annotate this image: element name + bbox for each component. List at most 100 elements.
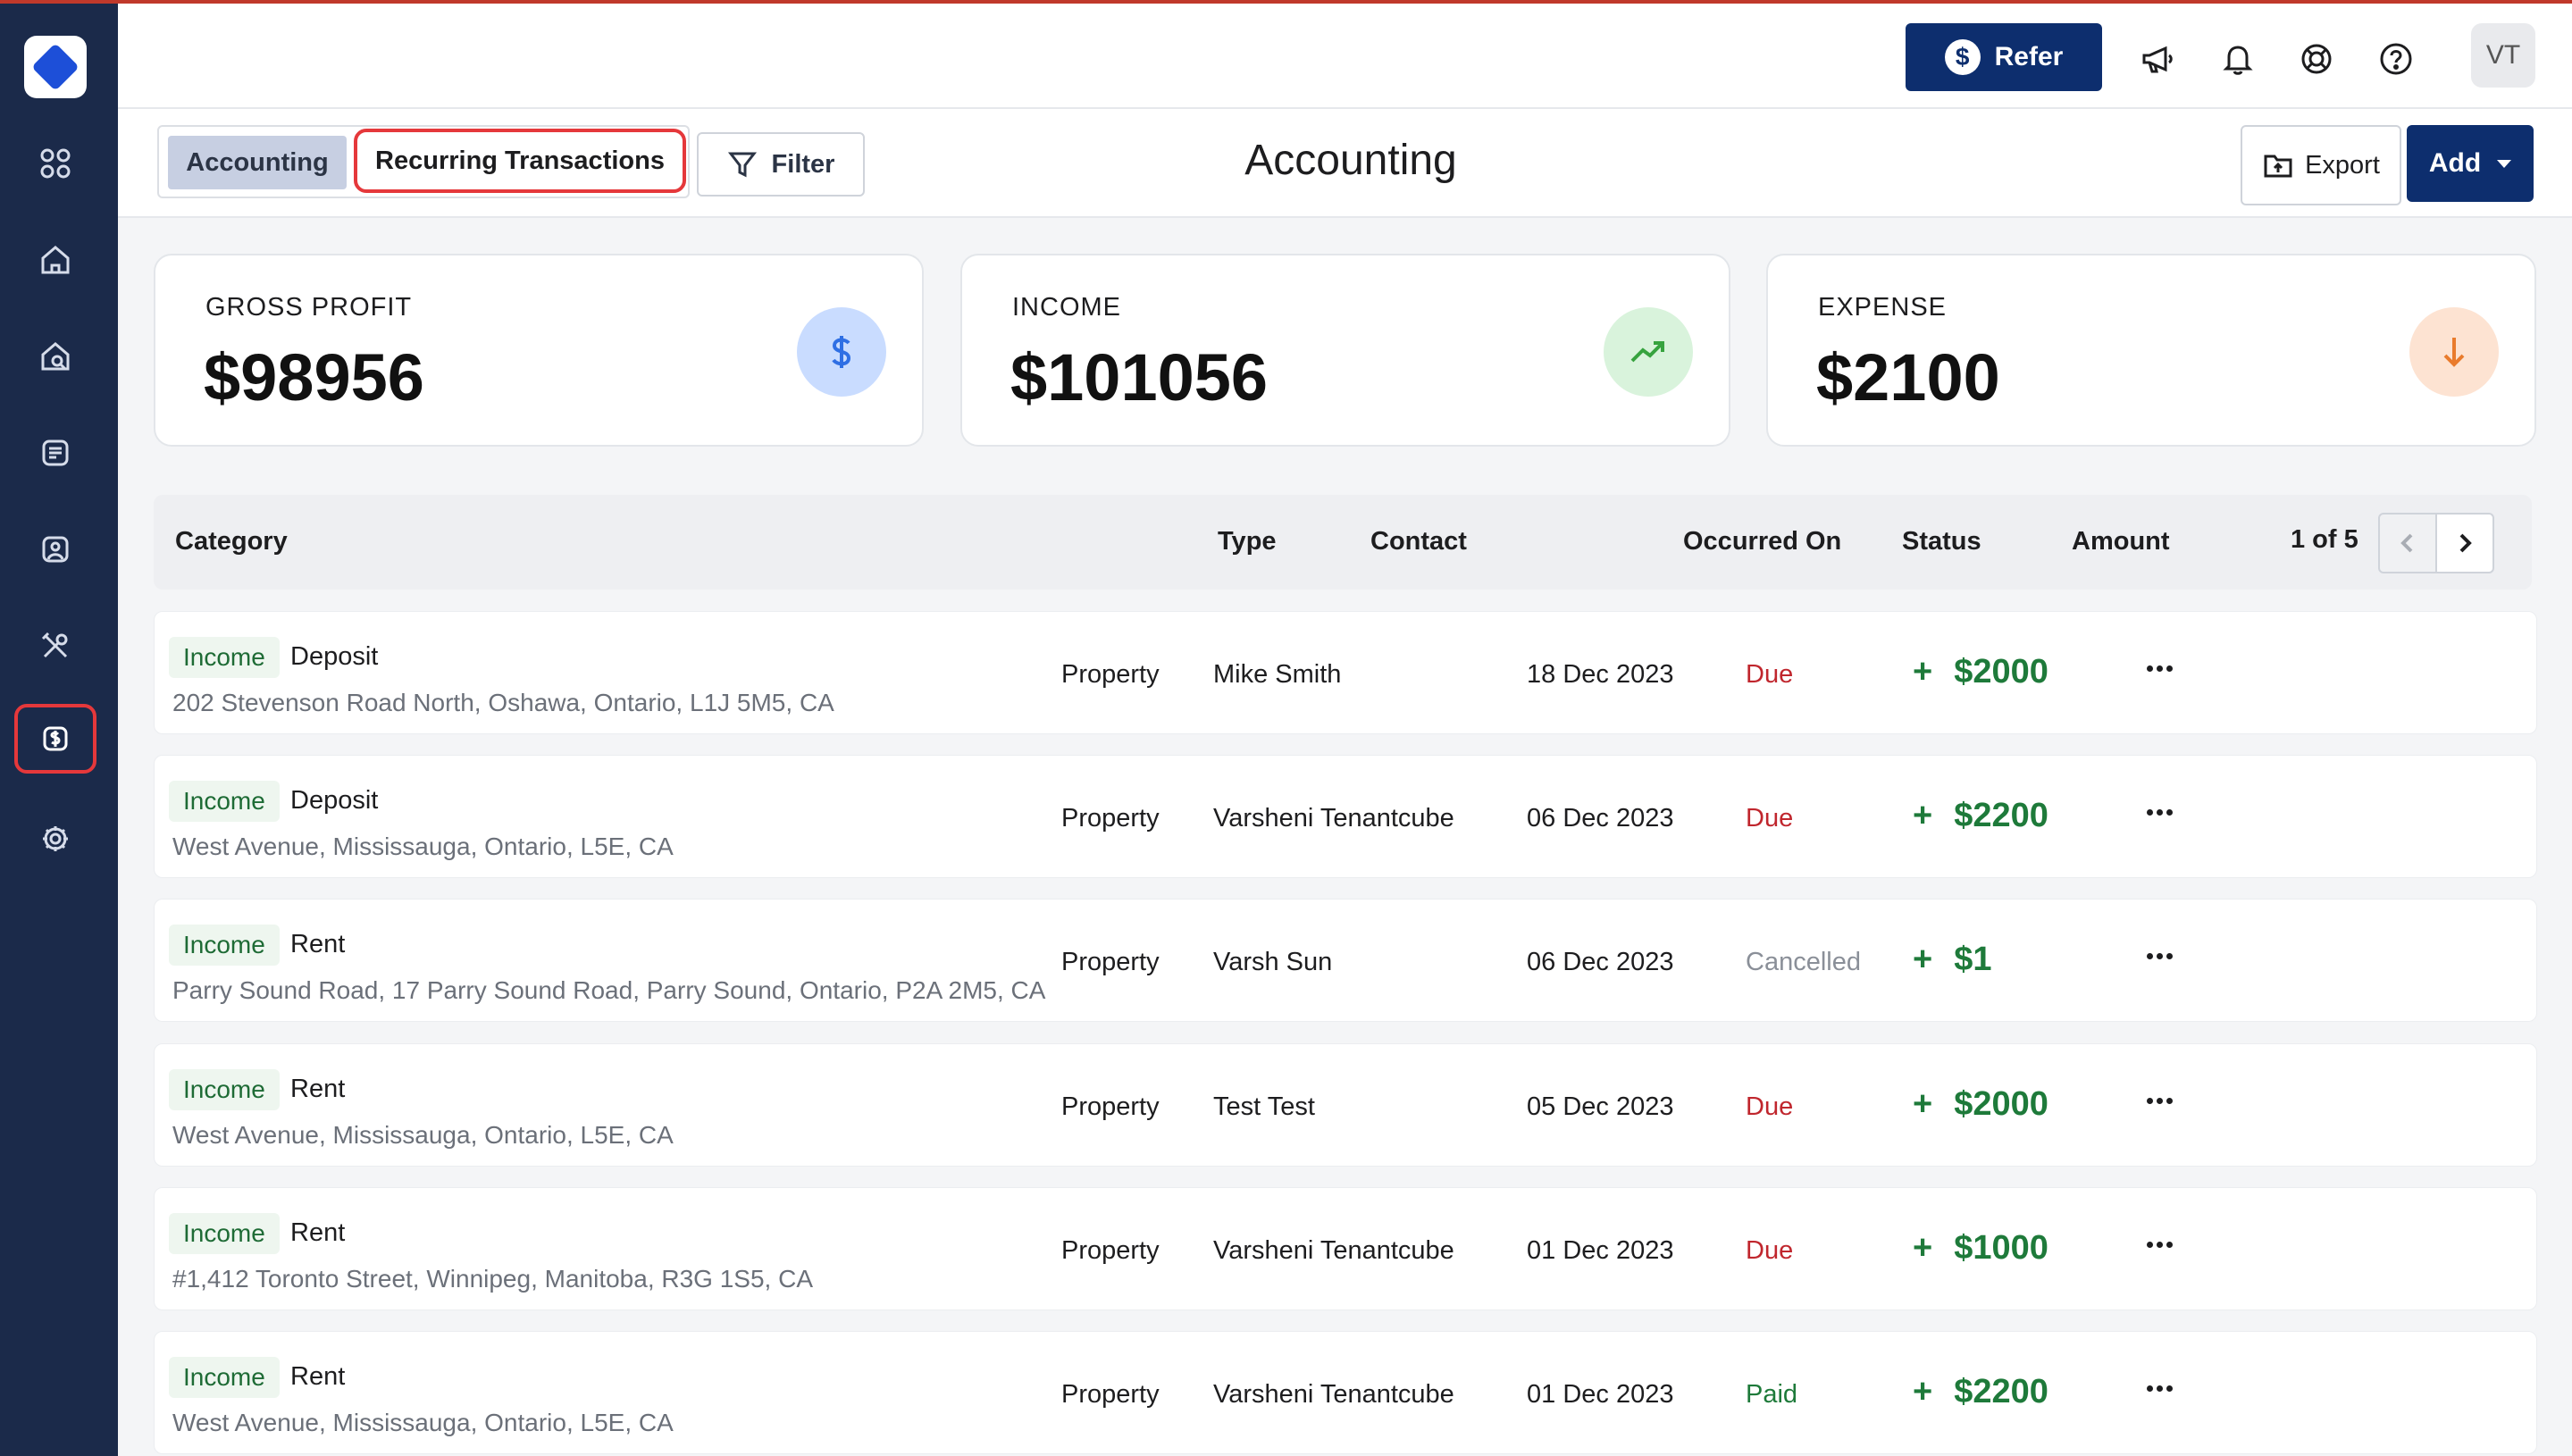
- card-label: EXPENSE: [1818, 293, 1947, 322]
- sidebar-item-settings[interactable]: [14, 804, 96, 874]
- category-name: Deposit: [290, 642, 379, 671]
- category-name: Rent: [290, 1218, 346, 1247]
- more-actions-button[interactable]: [2141, 1231, 2177, 1258]
- export-button[interactable]: Export: [2241, 125, 2401, 205]
- previous-page-button[interactable]: [2378, 513, 2437, 573]
- notifications-button[interactable]: [2216, 38, 2259, 80]
- header-category: Category: [175, 527, 288, 556]
- sidebar-item-documents[interactable]: [14, 418, 96, 488]
- sidebar-item-home[interactable]: [14, 225, 96, 295]
- chevron-left-icon: [2400, 533, 2413, 553]
- plus-icon: +: [1913, 1085, 1933, 1123]
- property-address: Parry Sound Road, 17 Parry Sound Road, P…: [172, 976, 1046, 1004]
- dot: [2146, 808, 2153, 816]
- property-address: West Avenue, Mississauga, Ontario, L5E, …: [172, 833, 674, 860]
- tab-recurring-transactions[interactable]: Recurring Transactions: [354, 129, 686, 193]
- header-occurred-on: Occurred On: [1683, 527, 1842, 556]
- sidebar-item-dashboard[interactable]: [14, 129, 96, 198]
- dot: [2156, 665, 2163, 672]
- filter-label: Filter: [771, 149, 835, 179]
- dot: [2146, 1241, 2153, 1248]
- dot: [2166, 1097, 2173, 1104]
- logo-mark: [31, 43, 80, 91]
- card-value: $101056: [1010, 340, 1269, 414]
- date-cell: 06 Dec 2023: [1527, 804, 1674, 833]
- more-actions-button[interactable]: [2141, 1375, 2177, 1402]
- filter-button[interactable]: Filter: [697, 132, 865, 197]
- amount-cell: + $2200: [1913, 1373, 2048, 1411]
- type-badge: Income: [169, 1213, 280, 1254]
- amount-value: $1: [1954, 941, 1992, 978]
- sidebar-item-accounting[interactable]: [14, 704, 96, 774]
- app-logo[interactable]: [24, 36, 87, 98]
- user-avatar[interactable]: VT: [2471, 23, 2535, 88]
- type-badge: Income: [169, 1069, 280, 1110]
- status-cell: Cancelled: [1746, 948, 1861, 976]
- header-contact: Contact: [1370, 527, 1467, 556]
- plus-icon: +: [1913, 941, 1933, 978]
- status-cell: Due: [1746, 804, 1794, 833]
- contact-cell: Test Test: [1213, 1092, 1315, 1121]
- more-actions-button[interactable]: [2141, 799, 2177, 825]
- dollar-coin-icon: $: [1944, 39, 1981, 75]
- property-address: West Avenue, Mississauga, Ontario, L5E, …: [172, 1121, 674, 1149]
- bell-icon: [2223, 46, 2253, 75]
- type-badge: Income: [169, 637, 280, 678]
- property-address: 202 Stevenson Road North, Oshawa, Ontari…: [172, 689, 834, 716]
- category-name: Rent: [290, 930, 346, 958]
- plus-icon: +: [1913, 653, 1933, 690]
- support-button[interactable]: [2295, 38, 2338, 80]
- card-value: $98956: [204, 340, 424, 414]
- filter-icon: [727, 152, 757, 178]
- amount-value: $2200: [1954, 797, 2048, 834]
- table-row[interactable]: Income Rent #1,412 Toronto Street, Winnipe…: [154, 1187, 2537, 1310]
- table-header: Category Type Contact Occurred On Status…: [154, 495, 2532, 590]
- home-search-icon: [41, 342, 70, 371]
- card-value: $2100: [1816, 340, 2000, 414]
- sidebar-item-properties[interactable]: [14, 322, 96, 391]
- dot: [2156, 1097, 2163, 1104]
- type-badge: Income: [169, 925, 280, 966]
- tab-accounting[interactable]: Accounting: [168, 136, 347, 189]
- add-dropdown-button[interactable]: Add: [2407, 125, 2534, 202]
- gear-icon: [43, 826, 68, 851]
- table-row[interactable]: Income Deposit 202 Stevenson Road North, O…: [154, 611, 2537, 734]
- plus-icon: +: [1913, 797, 1933, 834]
- amount-cell: + $1000: [1913, 1229, 2048, 1268]
- amount-value: $2000: [1954, 653, 2048, 690]
- accounting-toolbar: Accounting Recurring Transactions Filter…: [118, 109, 2572, 218]
- plus-icon: +: [1913, 1229, 1933, 1267]
- table-row[interactable]: Income Rent West Avenue, Mississauga, Onta…: [154, 1043, 2537, 1167]
- more-actions-button[interactable]: [2141, 942, 2177, 969]
- more-actions-button[interactable]: [2141, 655, 2177, 682]
- status-cell: Paid: [1746, 1380, 1798, 1409]
- dot: [2156, 808, 2163, 816]
- help-button[interactable]: [2375, 38, 2417, 80]
- table-row[interactable]: Income Rent West Avenue, Mississauga, Onta…: [154, 1331, 2537, 1454]
- more-actions-button[interactable]: [2141, 1087, 2177, 1114]
- dot: [2166, 952, 2173, 959]
- user-card-icon: [42, 536, 69, 563]
- tools-icon: [41, 632, 68, 658]
- view-tabs: Accounting Recurring Transactions: [157, 125, 690, 198]
- sidebar-item-contacts[interactable]: [14, 515, 96, 584]
- contact-cell: Varsheni Tenantcube: [1213, 1380, 1454, 1409]
- page-title: Accounting: [1244, 137, 1457, 184]
- table-row[interactable]: Income Deposit West Avenue, Mississauga, O…: [154, 755, 2537, 878]
- home-icon: [41, 246, 70, 274]
- refer-button[interactable]: $ Refer: [1906, 23, 2102, 91]
- type-badge: Income: [169, 1357, 280, 1398]
- sidebar-item-maintenance[interactable]: [14, 611, 96, 681]
- dot: [2146, 952, 2153, 959]
- date-cell: 05 Dec 2023: [1527, 1092, 1674, 1121]
- next-page-button[interactable]: [2435, 513, 2494, 573]
- megaphone-icon: [2142, 46, 2173, 73]
- type-cell: Property: [1061, 804, 1160, 833]
- category-name: Deposit: [290, 786, 379, 815]
- announcement-button[interactable]: [2137, 38, 2180, 80]
- date-cell: 18 Dec 2023: [1527, 660, 1674, 689]
- pagination-label: 1 of 5: [2291, 525, 2358, 554]
- table-row[interactable]: Income Rent Parry Sound Road, 17 Parry Sou…: [154, 899, 2537, 1022]
- status-cell: Due: [1746, 1236, 1794, 1265]
- trend-up-icon: [1604, 307, 1693, 397]
